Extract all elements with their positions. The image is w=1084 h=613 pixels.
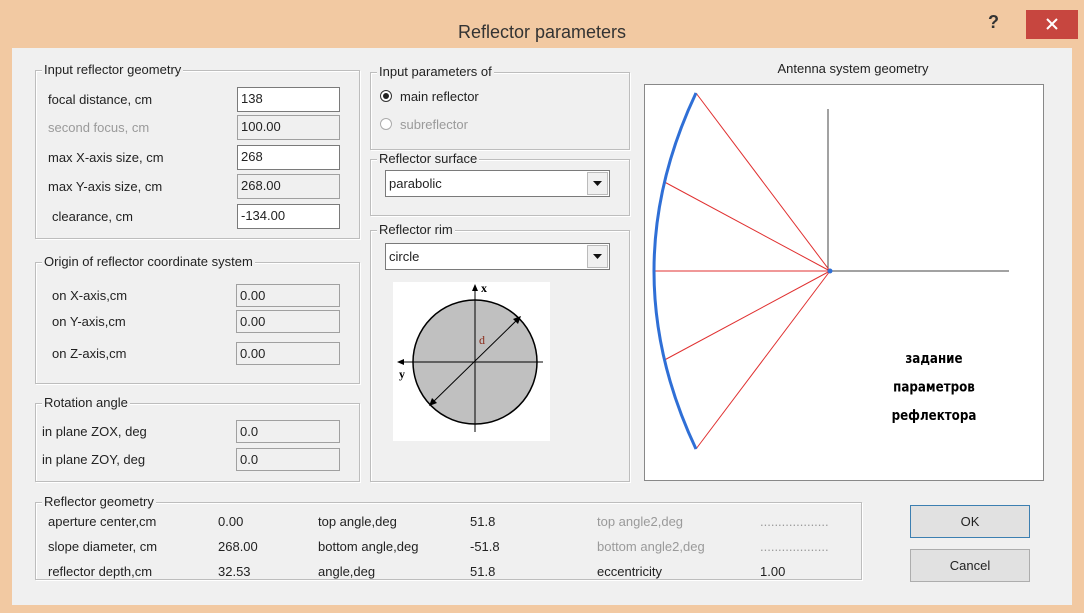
- geometry-cell: slope diameter, cm: [48, 539, 158, 554]
- group-box: Reflector geometry: [35, 494, 862, 580]
- field-label: second focus, cm: [48, 120, 150, 135]
- arrow-icon: [593, 254, 602, 259]
- annotation: рефлектора: [892, 408, 977, 424]
- title-bar: Reflector parameters ?: [0, 0, 1084, 48]
- field-label: max Y-axis size, cm: [48, 179, 163, 194]
- radio-dot: [383, 93, 389, 99]
- field-label: in plane ZOX, deg: [42, 424, 147, 439]
- text-field: 0.0: [236, 420, 340, 443]
- geometry-cell: -51.8: [470, 539, 500, 554]
- dropdown-value: circle: [389, 249, 420, 264]
- text-field: 268.00: [237, 174, 340, 199]
- text-field[interactable]: 268: [237, 145, 340, 170]
- dropdown-value: parabolic: [389, 176, 442, 191]
- rim-diagram: x y d: [393, 281, 550, 441]
- group-box: Reflector surface: [370, 151, 630, 216]
- field-label: max X-axis size, cm: [48, 150, 164, 165]
- group-box: Origin of reflector coordinate system: [35, 254, 360, 384]
- field-label: on Z-axis,cm: [52, 346, 127, 361]
- group-legend: Reflector rim: [377, 222, 455, 237]
- geometry-cell: 32.53: [218, 564, 251, 579]
- diagram-label: d: [479, 333, 485, 347]
- view-title: Antenna system geometry: [777, 61, 929, 76]
- text-field: 0.00: [236, 310, 340, 333]
- geometry-cell: ...................: [760, 539, 829, 554]
- geometry-plot: задание параметров рефлектора: [644, 84, 1044, 481]
- rim-drawing: x y d: [397, 281, 543, 432]
- text-field[interactable]: 138: [237, 87, 340, 112]
- radio-label: subreflector: [400, 117, 468, 132]
- geometry-cell: top angle2,deg: [597, 514, 684, 529]
- geometry-cell: reflector depth,cm: [48, 564, 153, 579]
- reflector-profile: [652, 92, 698, 450]
- geometry-cell: 1.00: [760, 564, 786, 579]
- diagram-label: y: [399, 367, 405, 381]
- window-title: Reflector parameters: [457, 22, 627, 42]
- ray: [695, 270, 831, 450]
- arrow: [472, 284, 478, 291]
- geometry-cell: aperture center,cm: [48, 514, 157, 529]
- group-legend: Input reflector geometry: [42, 62, 184, 77]
- arrow: [429, 398, 437, 406]
- text-field: 0.00: [236, 342, 340, 365]
- geometry-cell: bottom angle,deg: [318, 539, 419, 554]
- group-legend: Origin of reflector coordinate system: [42, 254, 255, 269]
- geometry-cell: 268.00: [218, 539, 258, 554]
- ray: [664, 270, 831, 361]
- dropdown[interactable]: parabolic: [385, 170, 610, 197]
- radio-button[interactable]: [380, 90, 392, 102]
- field-label: on Y-axis,cm: [52, 314, 126, 329]
- geometry-cell: eccentricity: [597, 564, 663, 579]
- arrow: [513, 316, 521, 324]
- text-field: 0.00: [236, 284, 340, 307]
- geometry-cell: 51.8: [470, 564, 496, 579]
- text-field: 100.00: [237, 115, 340, 140]
- geometry-cell: angle,deg: [318, 564, 376, 579]
- ray: [664, 181, 831, 272]
- diagram-label: x: [481, 282, 487, 295]
- dropdown-arrow: [587, 245, 608, 268]
- geometry-cell: 0.00: [218, 514, 244, 529]
- geometry-cell: bottom angle2,deg: [597, 539, 705, 554]
- focus-point: [827, 268, 833, 274]
- group-box: Input reflector geometry: [35, 62, 360, 239]
- button[interactable]: OK: [910, 505, 1030, 538]
- group-legend: Reflector surface: [377, 151, 480, 166]
- annotation: параметров: [893, 380, 975, 396]
- group-box: Input parameters of: [370, 64, 630, 150]
- geometry-cell: top angle,deg: [318, 514, 397, 529]
- arrow: [397, 359, 404, 365]
- group-box: Reflector rim: [370, 222, 630, 482]
- group-legend: Rotation angle: [42, 395, 130, 410]
- diameter: [430, 317, 520, 405]
- dropdown[interactable]: circle: [385, 243, 610, 270]
- geometry-drawing: задание параметров рефлектора: [652, 92, 1009, 450]
- radio-label: main reflector: [400, 89, 479, 104]
- close-button[interactable]: [1026, 10, 1078, 39]
- field-label: clearance, cm: [52, 209, 133, 224]
- group-box: Rotation angle: [35, 395, 360, 482]
- group-legend: Reflector geometry: [42, 494, 156, 509]
- annotation: задание: [905, 351, 962, 367]
- arrow-icon: [593, 181, 602, 186]
- text-field: 0.0: [236, 448, 340, 471]
- dropdown-arrow: [587, 172, 608, 195]
- field-label: focal distance, cm: [48, 92, 153, 107]
- field-label: on X-axis,cm: [52, 288, 128, 303]
- geometry-cell: 51.8: [470, 514, 496, 529]
- geometry-cell: ...................: [760, 514, 829, 529]
- group-legend: Input parameters of: [377, 64, 494, 79]
- field-label: in plane ZOY, deg: [42, 452, 146, 467]
- ray: [695, 92, 831, 272]
- help-button[interactable]: ?: [988, 12, 999, 32]
- button[interactable]: Cancel: [910, 549, 1030, 582]
- text-field[interactable]: -134.00: [237, 204, 340, 229]
- radio-button: [380, 118, 392, 130]
